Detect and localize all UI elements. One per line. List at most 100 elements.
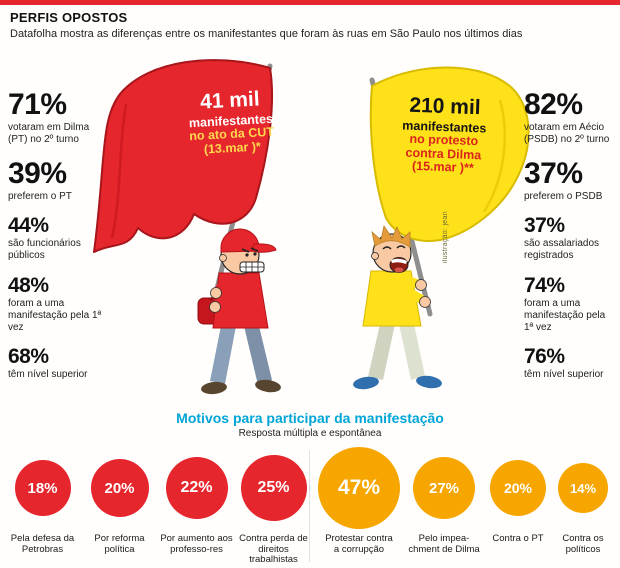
stat-value: 68% <box>8 345 49 369</box>
yellow-hand-upper <box>415 279 427 291</box>
illustration-credit: ilustração: jean <box>442 211 449 263</box>
motive-impeachment: 27% Pelo impea-chment de Dilma <box>404 444 484 555</box>
stat-first-protest-cut: 48% foram a uma manifestação pela 1ª vez <box>8 275 110 333</box>
stat-label: são assalariados registrados <box>524 238 600 262</box>
motive-label: Contra o PT <box>492 533 544 544</box>
motive-value: 47% <box>337 476 381 499</box>
stat-label: votaram em Dilma (PT) no 2º turno <box>8 122 90 145</box>
bubble-box: 14% <box>558 444 608 532</box>
bubble-box: 47% <box>318 444 400 532</box>
motive-bubble: 22% <box>165 457 228 519</box>
cut-stats-column: 71% votaram em Dilma (PT) no 2º turno 39… <box>8 90 110 394</box>
yellow-back-leg <box>368 324 395 380</box>
red-flag-fold <box>110 103 128 239</box>
motive-bubble: 47% <box>318 447 400 529</box>
stat-higher-education-cut: 68% têm nível superior <box>8 346 110 381</box>
bubble-box: 20% <box>90 444 149 532</box>
red-eye-right <box>253 252 257 256</box>
stat-first-protest-anti: 74% foram a uma manifestação pela 1ª vez <box>524 275 616 333</box>
stat-value: 74% <box>524 273 565 297</box>
motive-label: Contra os políticos <box>562 533 604 555</box>
yellow-flag-caption: 210 mil manifestantes no protesto contra… <box>373 94 516 178</box>
motive-label: Contra perda de direitos trabalhistas <box>239 533 308 566</box>
bubble-box: 22% <box>165 444 228 532</box>
groups-divider <box>309 450 310 562</box>
motive-label: Pelo impea-chment de Dilma <box>408 533 480 555</box>
stat-value: 39% <box>8 156 67 190</box>
cut-motives-group: 18% Pela defesa da Petrobras 20% Por ref… <box>4 444 312 566</box>
stat-prefer-psdb: 37% preferem o PSDB <box>524 156 616 203</box>
motive-label: Por reforma política <box>94 533 145 555</box>
red-ear <box>219 254 227 262</box>
motive-bubble: 18% <box>14 460 71 516</box>
motive-bubble: 20% <box>90 459 149 517</box>
illustration-scene: 41 mil manifestantes no ato da CUT (13.m… <box>0 52 620 408</box>
bubble-box: 25% <box>240 444 307 532</box>
motive-petrobras: 18% Pela defesa da Petrobras <box>4 444 81 555</box>
yellow-hand-lower <box>419 296 431 308</box>
motive-label: Por aumento aos professo-res <box>160 533 233 555</box>
motive-value: 22% <box>180 479 213 496</box>
motives-title: Motivos para participar da manifestação <box>176 410 444 426</box>
bubble-box: 18% <box>14 444 71 532</box>
red-flag-caption: 41 mil manifestantes no ato da CUT (13.m… <box>148 86 313 160</box>
stat-voted-aecio: 82% votaram em Aécio (PSDB) no 2º turno <box>524 90 616 146</box>
motive-value: 14% <box>569 480 597 496</box>
stat-value: 76% <box>524 345 565 369</box>
stat-label: preferem o PT <box>8 190 72 202</box>
yellow-eye-right <box>396 245 406 249</box>
red-cap-brim <box>251 243 277 253</box>
red-shoe-front <box>201 381 227 395</box>
motive-value: 20% <box>503 480 533 496</box>
yellow-tongue <box>394 267 404 273</box>
stat-label: são funcionários públicos <box>8 238 81 262</box>
yellow-flag <box>369 66 530 242</box>
motive-label: Protestar contra a corrupção <box>325 533 393 555</box>
red-hand-lower <box>209 301 221 313</box>
red-brow-left <box>241 248 250 253</box>
motive-corrupcao: 47% Protestar contra a corrupção <box>314 444 404 555</box>
anti-stats-column: 82% votaram em Aécio (PSDB) no 2º turno … <box>524 90 616 394</box>
motive-bubble: 27% <box>413 457 475 519</box>
motives-header: Motivos para participar da manifestação … <box>0 410 620 439</box>
motive-direitos-trabalhistas: 25% Contra perda de direitos trabalhista… <box>235 444 312 566</box>
stat-label: foram a uma manifestação pela 1ª vez <box>524 297 606 333</box>
anti-motives-group: 47% Protestar contra a corrupção 27% Pel… <box>314 444 614 555</box>
yellow-flag-fold <box>482 99 506 213</box>
yellow-shoe-front <box>416 375 442 389</box>
protester-yellow <box>353 224 442 390</box>
stat-higher-education-anti: 76% têm nível superior <box>524 346 616 381</box>
motive-value: 25% <box>257 479 290 496</box>
motive-value: 20% <box>104 479 135 497</box>
bubble-box: 27% <box>413 444 475 532</box>
red-flag <box>93 59 274 253</box>
motive-label: Pela defesa da Petrobras <box>10 533 75 555</box>
yellow-eye-left <box>382 246 392 250</box>
page-title: PERFIS OPOSTOS <box>10 10 128 25</box>
stat-label: têm nível superior <box>8 369 88 381</box>
yellow-hair <box>371 224 411 248</box>
red-eye-left <box>245 253 249 257</box>
red-shoe-back <box>255 379 281 393</box>
bubble-box: 20% <box>490 444 546 532</box>
stat-registered-workers: 37% são assalariados registrados <box>524 215 616 262</box>
protester-red <box>197 228 281 395</box>
motive-contra-politicos: 14% Contra os políticos <box>552 444 614 555</box>
yellow-shoe-back <box>353 376 379 390</box>
stat-label: foram a uma manifestação pela 1ª vez <box>8 297 102 333</box>
stat-value: 37% <box>524 214 565 238</box>
stat-value: 37% <box>524 156 583 190</box>
stat-value: 44% <box>8 214 49 238</box>
top-red-bar <box>0 0 620 5</box>
stat-value: 71% <box>8 88 67 121</box>
motive-value: 18% <box>27 479 58 497</box>
red-brow-right <box>250 247 259 252</box>
stat-prefer-pt: 39% preferem o PT <box>8 156 110 203</box>
motive-contra-pt: 20% Contra o PT <box>484 444 552 545</box>
page-subtitle: Datafolha mostra as diferenças entre os … <box>10 28 523 40</box>
motive-bubble: 14% <box>558 463 608 513</box>
motive-professores: 22% Por aumento aos professo-res <box>158 444 235 555</box>
stat-label: votaram em Aécio (PSDB) no 2º turno <box>524 122 610 145</box>
header: PERFIS OPOSTOS Datafolha mostra as difer… <box>10 10 610 40</box>
